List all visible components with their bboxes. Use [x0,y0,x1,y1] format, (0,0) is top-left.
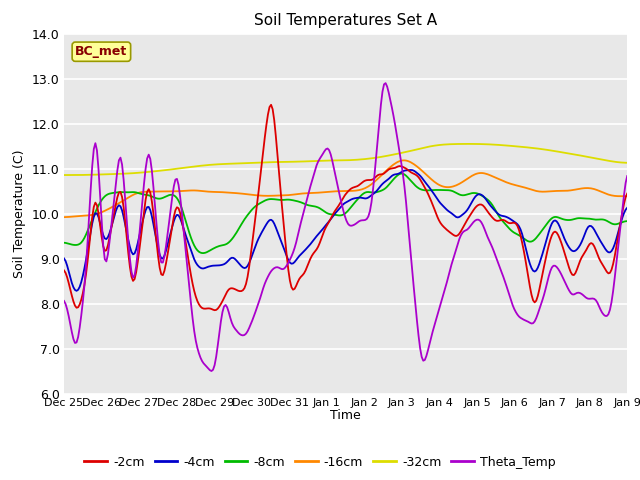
-32cm [247,160,255,166]
-2cm [248,240,256,246]
-2cm [310,251,317,256]
-2cm [230,286,237,291]
-32cm [623,160,631,166]
-16cm [256,192,264,198]
-2cm [211,307,218,313]
Theta_Temp [129,275,137,280]
-8cm [248,206,256,212]
Theta_Temp [230,324,237,329]
-32cm [307,158,314,164]
-2cm [595,255,603,261]
-2cm [623,191,631,196]
Theta_Temp [248,318,256,324]
-8cm [595,216,603,222]
-32cm [593,156,601,162]
-16cm [623,193,631,199]
-8cm [397,171,405,177]
-2cm [60,267,68,273]
-8cm [200,250,207,256]
Line: -2cm: -2cm [64,105,627,310]
-4cm [407,167,415,173]
-8cm [129,189,137,195]
Theta_Temp [207,368,215,374]
-4cm [258,229,266,235]
Theta_Temp [595,303,603,309]
Theta_Temp [60,298,68,304]
-4cm [131,251,138,256]
-8cm [623,218,631,224]
-8cm [258,199,266,205]
Y-axis label: Soil Temperature (C): Soil Temperature (C) [13,149,26,278]
-8cm [308,203,316,209]
-8cm [60,240,68,246]
-4cm [73,288,81,294]
X-axis label: Time: Time [330,409,361,422]
Line: -8cm: -8cm [64,174,627,253]
-16cm [247,192,255,198]
Line: -16cm: -16cm [64,160,627,217]
-4cm [248,252,256,258]
-4cm [60,255,68,261]
-2cm [268,102,275,108]
Text: BC_met: BC_met [76,45,127,58]
-4cm [623,205,631,211]
-32cm [256,160,264,166]
-32cm [228,161,236,167]
-16cm [307,190,314,196]
Theta_Temp [382,80,390,86]
-16cm [129,192,137,198]
-32cm [465,141,472,147]
-2cm [258,161,266,167]
Theta_Temp [258,290,266,296]
-4cm [308,240,316,245]
-16cm [593,187,601,193]
-8cm [230,234,237,240]
Theta_Temp [623,173,631,179]
-16cm [60,214,68,220]
-16cm [228,190,236,196]
Line: -4cm: -4cm [64,170,627,291]
Theta_Temp [308,179,316,184]
Title: Soil Temperatures Set A: Soil Temperatures Set A [254,13,437,28]
-32cm [60,172,68,178]
-4cm [230,255,237,261]
-32cm [129,170,137,176]
Line: Theta_Temp: Theta_Temp [64,83,627,371]
Legend: -2cm, -4cm, -8cm, -16cm, -32cm, Theta_Temp: -2cm, -4cm, -8cm, -16cm, -32cm, Theta_Te… [79,451,561,474]
-4cm [595,236,603,241]
-16cm [401,157,408,163]
Line: -32cm: -32cm [64,144,627,175]
-2cm [129,278,137,284]
